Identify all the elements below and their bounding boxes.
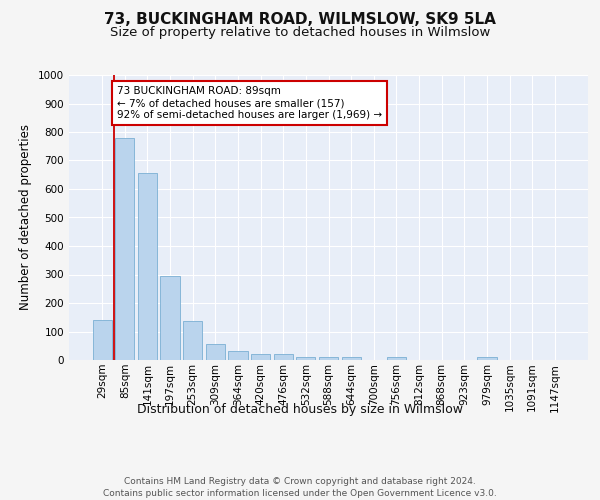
Bar [138,174,157,360]
Text: 73 BUCKINGHAM ROAD: 89sqm
← 7% of detached houses are smaller (157)
92% of semi-: 73 BUCKINGHAM ROAD: 89sqm ← 7% of detach… [117,86,382,120]
Bar [387,357,406,360]
Text: Contains HM Land Registry data © Crown copyright and database right 2024.: Contains HM Land Registry data © Crown c… [124,478,476,486]
Bar [477,357,497,360]
Bar [183,320,202,360]
Bar [92,320,112,360]
Text: 73, BUCKINGHAM ROAD, WILMSLOW, SK9 5LA: 73, BUCKINGHAM ROAD, WILMSLOW, SK9 5LA [104,12,496,28]
Text: Distribution of detached houses by size in Wilmslow: Distribution of detached houses by size … [137,402,463,415]
Bar [115,138,134,360]
Bar [206,344,225,360]
Bar [251,354,270,360]
Text: Size of property relative to detached houses in Wilmslow: Size of property relative to detached ho… [110,26,490,39]
Bar [229,350,248,360]
Bar [160,276,180,360]
Y-axis label: Number of detached properties: Number of detached properties [19,124,32,310]
Text: Contains public sector information licensed under the Open Government Licence v3: Contains public sector information licen… [103,489,497,498]
Bar [341,357,361,360]
Bar [296,357,316,360]
Bar [274,354,293,360]
Bar [319,357,338,360]
